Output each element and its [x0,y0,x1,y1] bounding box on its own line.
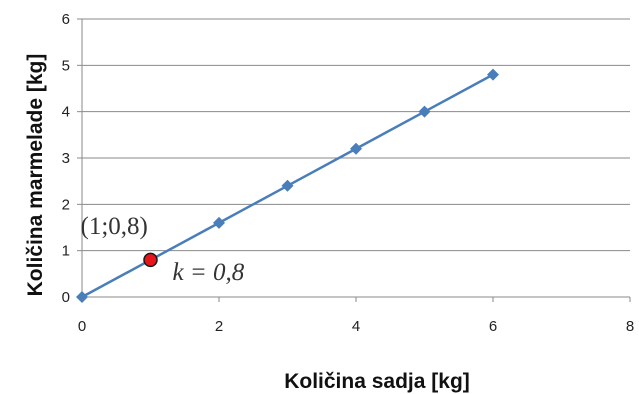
highlight-point [143,252,158,268]
y-tick-label: 0 [62,289,70,306]
y-tick-label: 3 [62,150,70,167]
y-tick-label: 5 [62,57,70,74]
y-tick-label: 1 [62,243,70,260]
x-tick-label: 4 [352,318,360,335]
y-axis-title: Količina marmelade [kg] [24,54,47,297]
x-tick-label: 6 [489,318,497,335]
data-point-marker [350,142,362,155]
data-point-marker [213,216,225,229]
annotations: (1;0,8) k = 0,8 [81,213,245,286]
slope-label: k = 0,8 [173,259,245,286]
tick-labels: 0 1 2 3 4 5 6 0 2 4 6 8 [62,11,635,335]
x-tick-label: 0 [78,318,86,335]
data-point-marker [76,291,88,303]
y-tick-label: 2 [62,196,70,213]
gridlines [82,18,630,252]
y-tick-label: 4 [62,104,70,121]
data-point-marker [281,179,294,192]
x-axis-title: Količina sadja [kg] [284,370,470,393]
x-tick-label: 8 [626,318,634,335]
point-label: (1;0,8) [81,213,148,240]
data-point-marker [487,68,499,81]
x-tick-label: 2 [215,318,223,335]
series [76,68,499,303]
data-point-marker [418,105,431,118]
y-tick-label: 6 [62,11,70,28]
axes [77,18,631,302]
